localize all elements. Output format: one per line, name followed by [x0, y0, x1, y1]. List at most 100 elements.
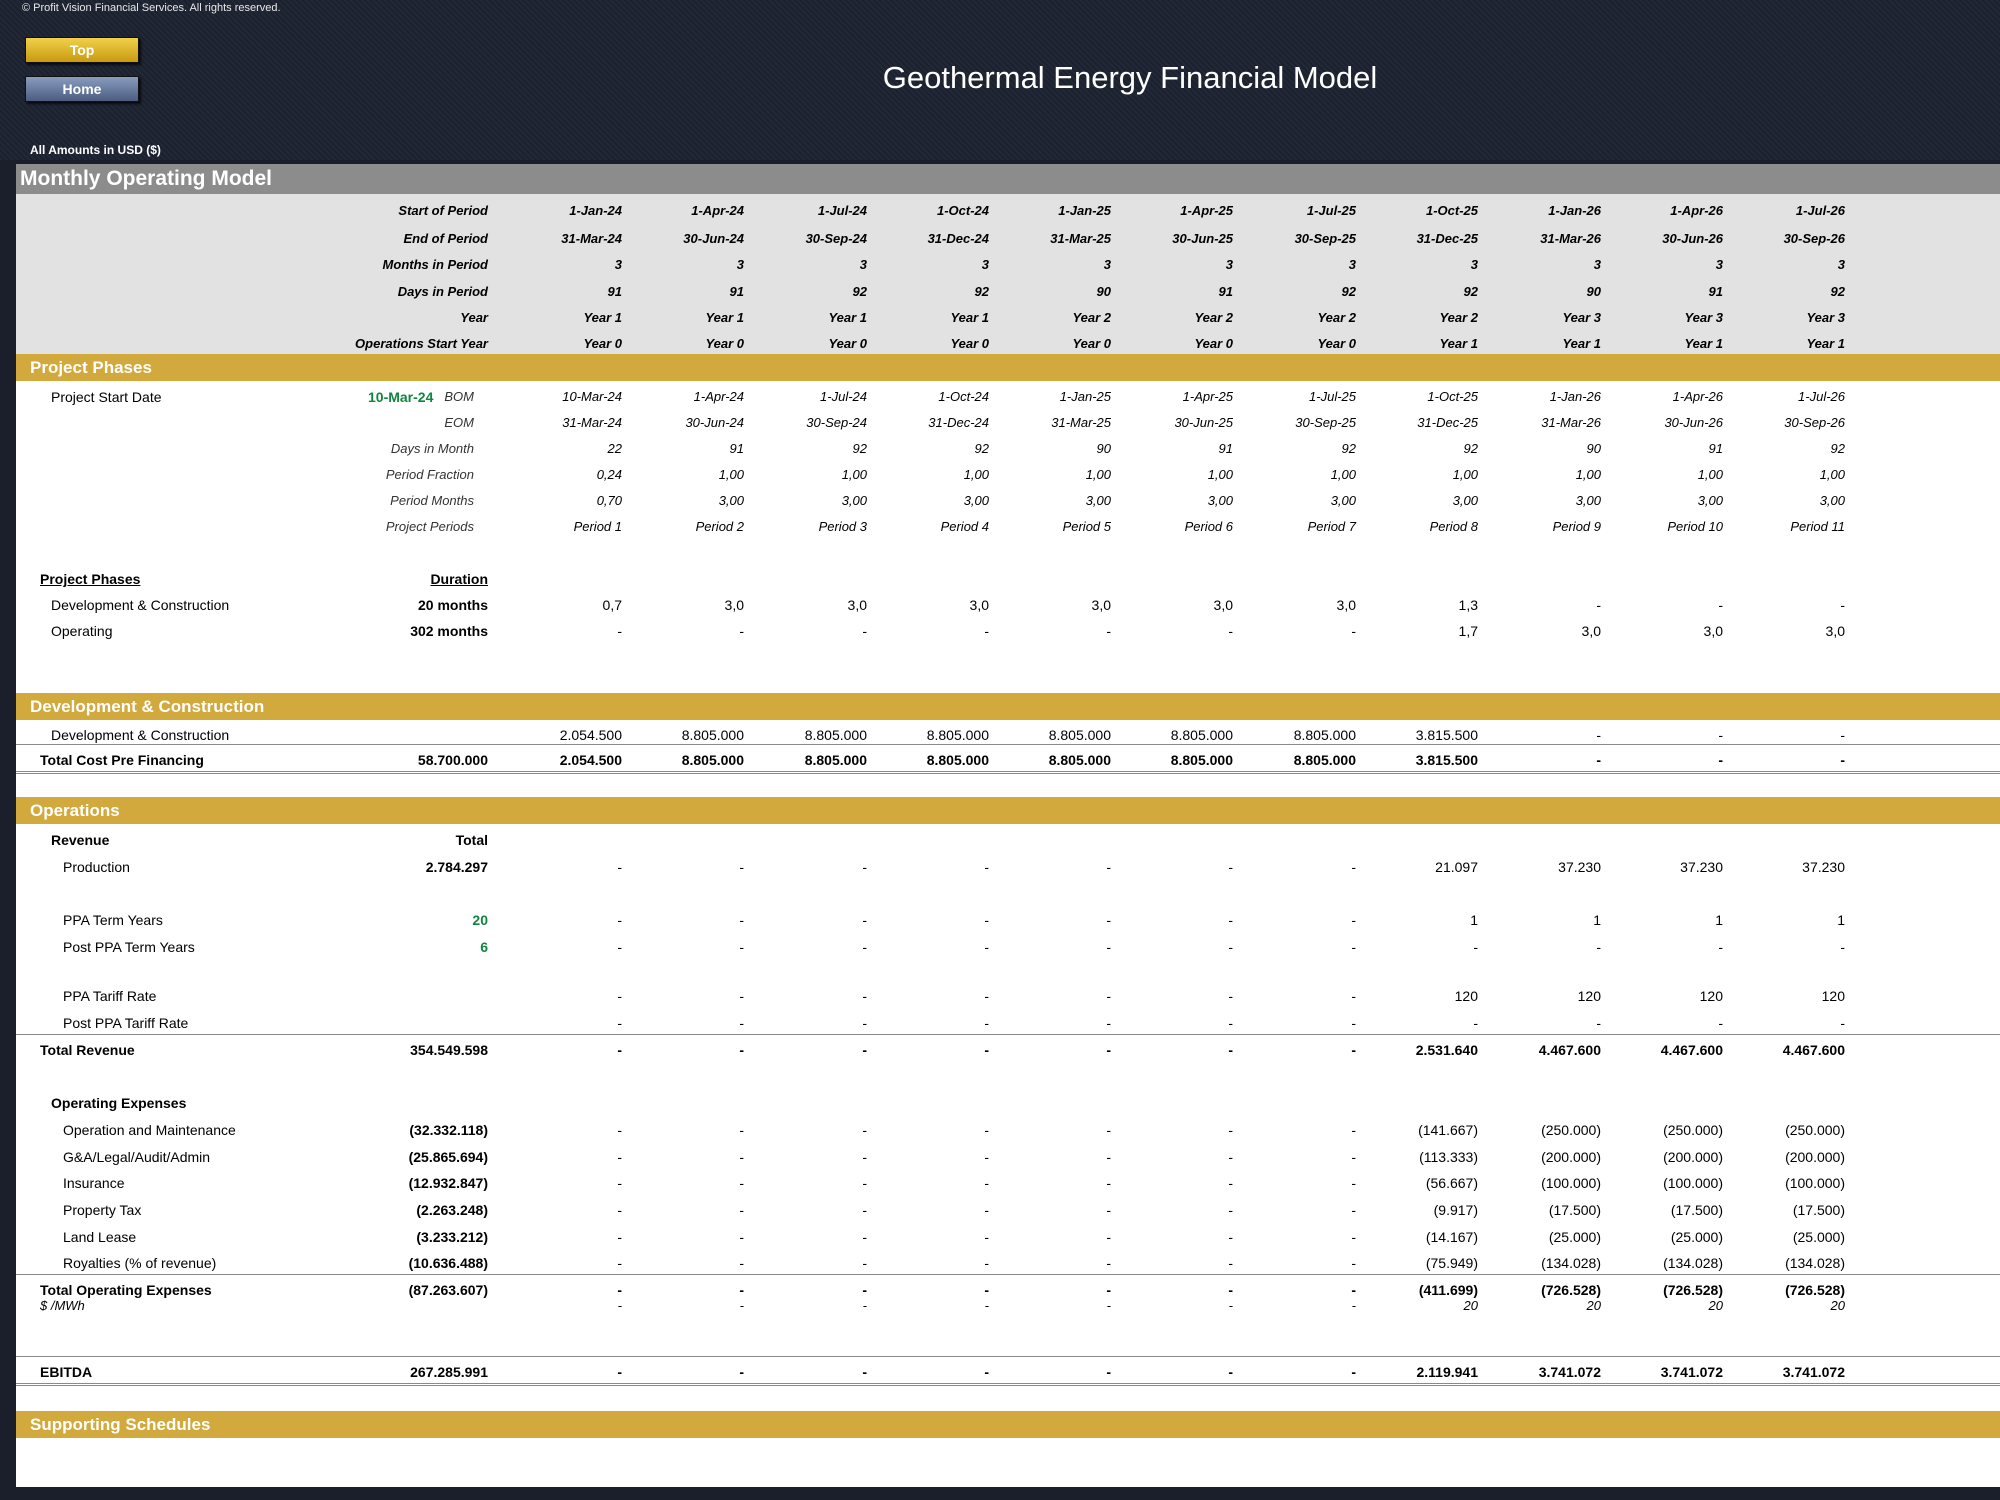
cell-value: 30-Sep-24 — [805, 231, 867, 246]
cell-value: 2.119.941 — [1416, 1364, 1478, 1380]
cell-value: - — [984, 859, 989, 875]
cell-value: (25.000) — [1548, 1229, 1601, 1245]
row-total: 58.700.000 — [417, 752, 488, 768]
cell-value: - — [617, 1202, 622, 1218]
cell-value: - — [1351, 1122, 1356, 1138]
home-button[interactable]: Home — [25, 76, 139, 102]
cell-value: 1-Apr-24 — [691, 203, 744, 218]
cell-value: 3,0 — [1213, 597, 1233, 613]
row-total: (32.332.118) — [409, 1122, 488, 1138]
cell-value: 8.805.000 — [926, 727, 989, 743]
cell-value: 92 — [974, 284, 989, 299]
cell-value: - — [739, 623, 744, 639]
row-label: Development & Construction — [51, 727, 230, 743]
cell-value: Period 8 — [1429, 519, 1478, 534]
cell-value: (250.000) — [1541, 1122, 1601, 1138]
cell-value: 1-Jan-25 — [1058, 203, 1111, 218]
table-row: Total Cost Pre Financing 58.700.000 2.054.… — [16, 747, 2000, 773]
rule — [16, 744, 2000, 745]
cell-value: 120 — [1699, 988, 1723, 1004]
cell-value: - — [1106, 1364, 1111, 1380]
cell-value: - — [984, 1202, 989, 1218]
table-row: Post PPA Term Years 6 - - - - - - - - - - - — [16, 934, 2000, 960]
cell-value: 1-Jan-26 — [1548, 203, 1601, 218]
cell-value: - — [1228, 1298, 1233, 1313]
cell-value: (17.500) — [1548, 1202, 1601, 1218]
cell-value: 3,0 — [1581, 623, 1601, 639]
cell-value: 1-Jan-25 — [1059, 389, 1111, 404]
row-total: 20 — [472, 912, 488, 928]
period-header-row: Months in Period 3 3 3 3 3 3 3 3 3 3 3 — [16, 252, 2000, 278]
row-label: Operating Expenses — [51, 1095, 187, 1111]
cell-value: 120 — [1577, 988, 1601, 1004]
top-button[interactable]: Top — [25, 37, 139, 63]
cell-value: 1-Oct-25 — [1425, 203, 1478, 218]
cell-value: 31-Mar-26 — [1540, 231, 1601, 246]
cell-value: 3 — [1225, 257, 1233, 272]
cell-value: - — [1840, 752, 1845, 768]
cell-value: 30-Jun-24 — [683, 231, 744, 246]
cell-value: 3,00 — [1330, 493, 1356, 508]
cell-value: - — [739, 988, 744, 1004]
cell-value: (134.028) — [1663, 1255, 1723, 1271]
cell-value: 1,00 — [1330, 467, 1356, 482]
cell-value: - — [1718, 1015, 1723, 1031]
table-row: PPA Tariff Rate - - - - - - - 120 120 120 120 — [16, 983, 2000, 1009]
cell-value: - — [1228, 1255, 1233, 1271]
rule — [16, 1356, 2000, 1357]
cell-value: 1,00 — [1575, 467, 1601, 482]
cell-value: (25.000) — [1792, 1229, 1845, 1245]
table-row: Development & Construction 2.054.500 8.805… — [16, 722, 2000, 748]
cell-value: 1-Jul-24 — [817, 203, 867, 218]
cell-value: 1,00 — [963, 467, 989, 482]
cell-value: - — [617, 859, 622, 875]
cell-value: - — [739, 1202, 744, 1218]
cell-value: - — [1228, 623, 1233, 639]
row-label: Operations Start Year — [355, 336, 488, 351]
cell-value: - — [739, 939, 744, 955]
row-label: Months in Period — [382, 257, 488, 272]
cell-value: - — [1106, 1122, 1111, 1138]
cell-value: 3,0 — [1825, 623, 1845, 639]
cell-value: - — [1351, 1282, 1356, 1298]
cell-value: 90 — [1096, 441, 1111, 456]
cell-value: (200.000) — [1663, 1149, 1723, 1165]
cell-value: - — [617, 1149, 622, 1165]
cell-value: 3,0 — [1336, 597, 1356, 613]
cell-value: 3 — [1837, 257, 1845, 272]
cell-value: Year 3 — [1806, 310, 1845, 325]
cell-value: - — [617, 1122, 622, 1138]
cell-value: 31-Mar-26 — [1541, 415, 1601, 430]
cell-value: 1 — [1470, 912, 1478, 928]
table-row: Property Tax (2.263.248) - - - - - - - (9.917) (17… — [16, 1197, 2000, 1223]
cell-value: Period 7 — [1307, 519, 1356, 534]
cell-value: - — [1351, 1015, 1356, 1031]
row-total: 2.784.297 — [425, 859, 488, 875]
cell-value: - — [1228, 1229, 1233, 1245]
cell-value: (100.000) — [1785, 1175, 1845, 1191]
table-row: Total Operating Expenses (87.263.607) - - - -… — [16, 1277, 2000, 1303]
cell-value: Year 3 — [1684, 310, 1723, 325]
cell-value: - — [862, 939, 867, 955]
cell-value: 20 — [1830, 1298, 1845, 1313]
cell-value: - — [1106, 1149, 1111, 1165]
cell-value: - — [1840, 939, 1845, 955]
period-header-row: End of Period 31-Mar-24 30-Jun-24 30-Sep-24… — [16, 226, 2000, 252]
cell-value: 37.230 — [1558, 859, 1601, 875]
cell-value: - — [739, 859, 744, 875]
cell-value: 1-Jan-24 — [569, 203, 622, 218]
cell-value: 120 — [1821, 988, 1845, 1004]
cell-value: 92 — [1341, 284, 1356, 299]
cell-value: - — [984, 1364, 989, 1380]
cell-value: - — [1351, 1175, 1356, 1191]
cell-value: 3,0 — [724, 597, 744, 613]
cell-value: 8.805.000 — [1293, 727, 1356, 743]
cell-value: Year 2 — [1072, 310, 1111, 325]
row-label: $ /MWh — [40, 1298, 85, 1313]
period-header-row: Year Year 1 Year 1 Year 1 Year 1 Year 2 Year 2… — [16, 305, 2000, 331]
row-sub-label: Project Periods — [385, 519, 474, 534]
cell-value: - — [862, 1282, 867, 1298]
cell-value: - — [984, 912, 989, 928]
cell-value: - — [1106, 988, 1111, 1004]
cell-value: - — [739, 1015, 744, 1031]
